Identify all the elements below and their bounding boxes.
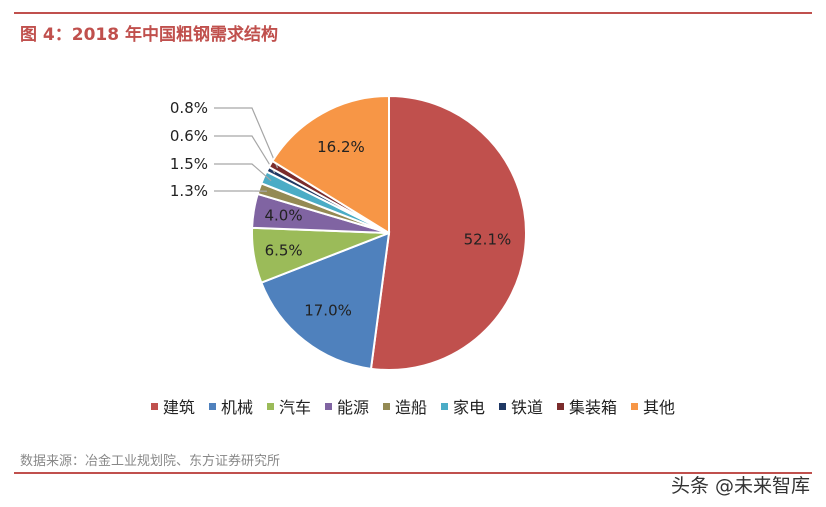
- leader-line-6: [214, 135, 276, 174]
- legend-swatch-7: [557, 402, 565, 410]
- legend-swatch-5: [441, 402, 448, 410]
- leader-line-5: [214, 163, 272, 182]
- legend-item-8: 其他: [631, 394, 675, 418]
- legend-item-6: 铁道: [499, 394, 543, 418]
- legend-swatch-0: [150, 402, 158, 410]
- data-label-4: 1.3%: [170, 182, 208, 200]
- legend-item-1: 机械: [208, 394, 253, 418]
- legend-item-0: 建筑: [150, 394, 195, 418]
- data-label-2: 6.5%: [265, 242, 303, 260]
- legend-swatch-1: [208, 402, 216, 410]
- legend-label-7: 集装箱: [569, 398, 618, 417]
- legend-label-8: 其他: [643, 398, 676, 417]
- legend-label-2: 汽车: [278, 398, 311, 417]
- legend-swatch-4: [382, 402, 390, 410]
- legend-label-1: 机械: [220, 398, 253, 417]
- data-label-1: 17.0%: [304, 302, 352, 320]
- leader-line-7: [214, 107, 279, 169]
- top-rule: [14, 12, 812, 14]
- data-label-7: 0.8%: [170, 99, 208, 117]
- bottom-rule: [14, 472, 812, 474]
- legend-item-3: 能源: [324, 394, 369, 418]
- legend-swatch-8: [631, 402, 639, 410]
- source-note: 数据来源：冶金工业规划院、东方证券研究所: [20, 454, 281, 469]
- legend-label-0: 建筑: [162, 398, 195, 417]
- watermark-text: 头条 @未来智库: [670, 475, 810, 497]
- legend-label-5: 家电: [453, 398, 486, 417]
- chart-legend: 建筑 机械 汽车 能源 造船 家电 铁道 集装箱 其他: [0, 394, 826, 418]
- data-label-3: 4.0%: [265, 207, 303, 225]
- legend-label-6: 铁道: [511, 398, 544, 417]
- pie-slice-1: [260, 231, 391, 370]
- figure-title: 图 4：2018 年中国粗钢需求结构: [20, 25, 278, 45]
- legend-swatch-3: [324, 402, 332, 410]
- data-label-0: 52.1%: [464, 231, 512, 249]
- legend-label-3: 能源: [336, 398, 369, 417]
- legend-swatch-6: [499, 402, 507, 410]
- data-label-5: 1.5%: [170, 155, 208, 173]
- legend-label-4: 造船: [394, 398, 427, 417]
- legend-item-4: 造船: [382, 394, 427, 418]
- legend-item-5: 家电: [441, 394, 485, 418]
- legend-swatch-2: [266, 402, 274, 410]
- legend-item-2: 汽车: [266, 394, 311, 418]
- pie-slice-8: [271, 94, 390, 235]
- data-label-8: 16.2%: [317, 138, 365, 156]
- data-label-6: 0.6%: [170, 127, 208, 145]
- pie-slice-0: [369, 94, 527, 371]
- legend-item-7: 集装箱: [557, 394, 617, 418]
